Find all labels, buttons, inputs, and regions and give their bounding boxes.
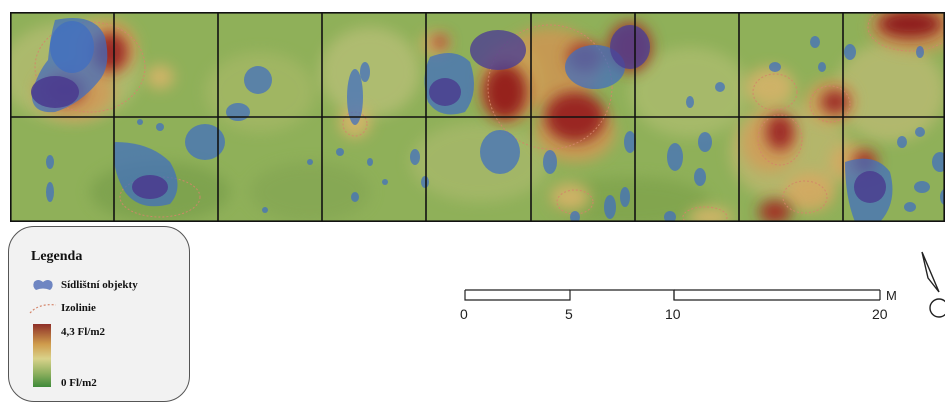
map-grid: [10, 12, 945, 222]
scale-tick-20: 20: [872, 306, 888, 322]
legend-min-label: 0 Fl/m2: [61, 377, 97, 389]
legend-isoline-label: Izolinie: [61, 302, 96, 314]
legend: Legenda Sídlištní objekty Izolinie 4,3 F…: [8, 226, 190, 402]
scale-tick-5: 5: [565, 306, 573, 322]
settlement-features: [31, 18, 945, 222]
density-map: [10, 12, 945, 222]
density-color-ramp: [33, 324, 51, 387]
legend-features-label: Sídlištní objekty: [61, 279, 138, 291]
isoline-swatch-icon: [29, 304, 57, 314]
legend-max-label: 4,3 Fl/m2: [61, 326, 105, 338]
scale-bar-graphic: [464, 289, 881, 301]
scale-tick-10: 10: [665, 306, 681, 322]
scale-tick-0: 0: [460, 306, 468, 322]
scale-unit: M: [886, 288, 897, 303]
features-swatch-icon: [33, 280, 53, 290]
scale-bar: 0 5 10 20 M: [440, 280, 910, 330]
north-arrow-icon: [921, 251, 945, 318]
legend-title: Legenda: [31, 249, 83, 264]
